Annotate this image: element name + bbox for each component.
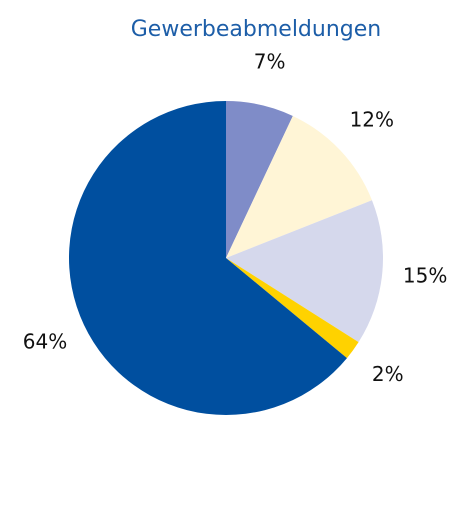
data-label: 7% bbox=[254, 49, 286, 73]
data-label: 15% bbox=[403, 263, 447, 287]
pie-slice bbox=[226, 200, 384, 343]
data-label: 2% bbox=[372, 362, 404, 386]
data-label: 12% bbox=[350, 108, 394, 132]
pie-slice bbox=[226, 101, 293, 258]
pie-slice bbox=[69, 101, 347, 415]
pie-slice bbox=[226, 115, 372, 258]
data-label: 64% bbox=[23, 330, 67, 354]
pie-slice bbox=[226, 258, 359, 359]
chart-title: Gewerbeabmeldungen bbox=[131, 17, 381, 42]
